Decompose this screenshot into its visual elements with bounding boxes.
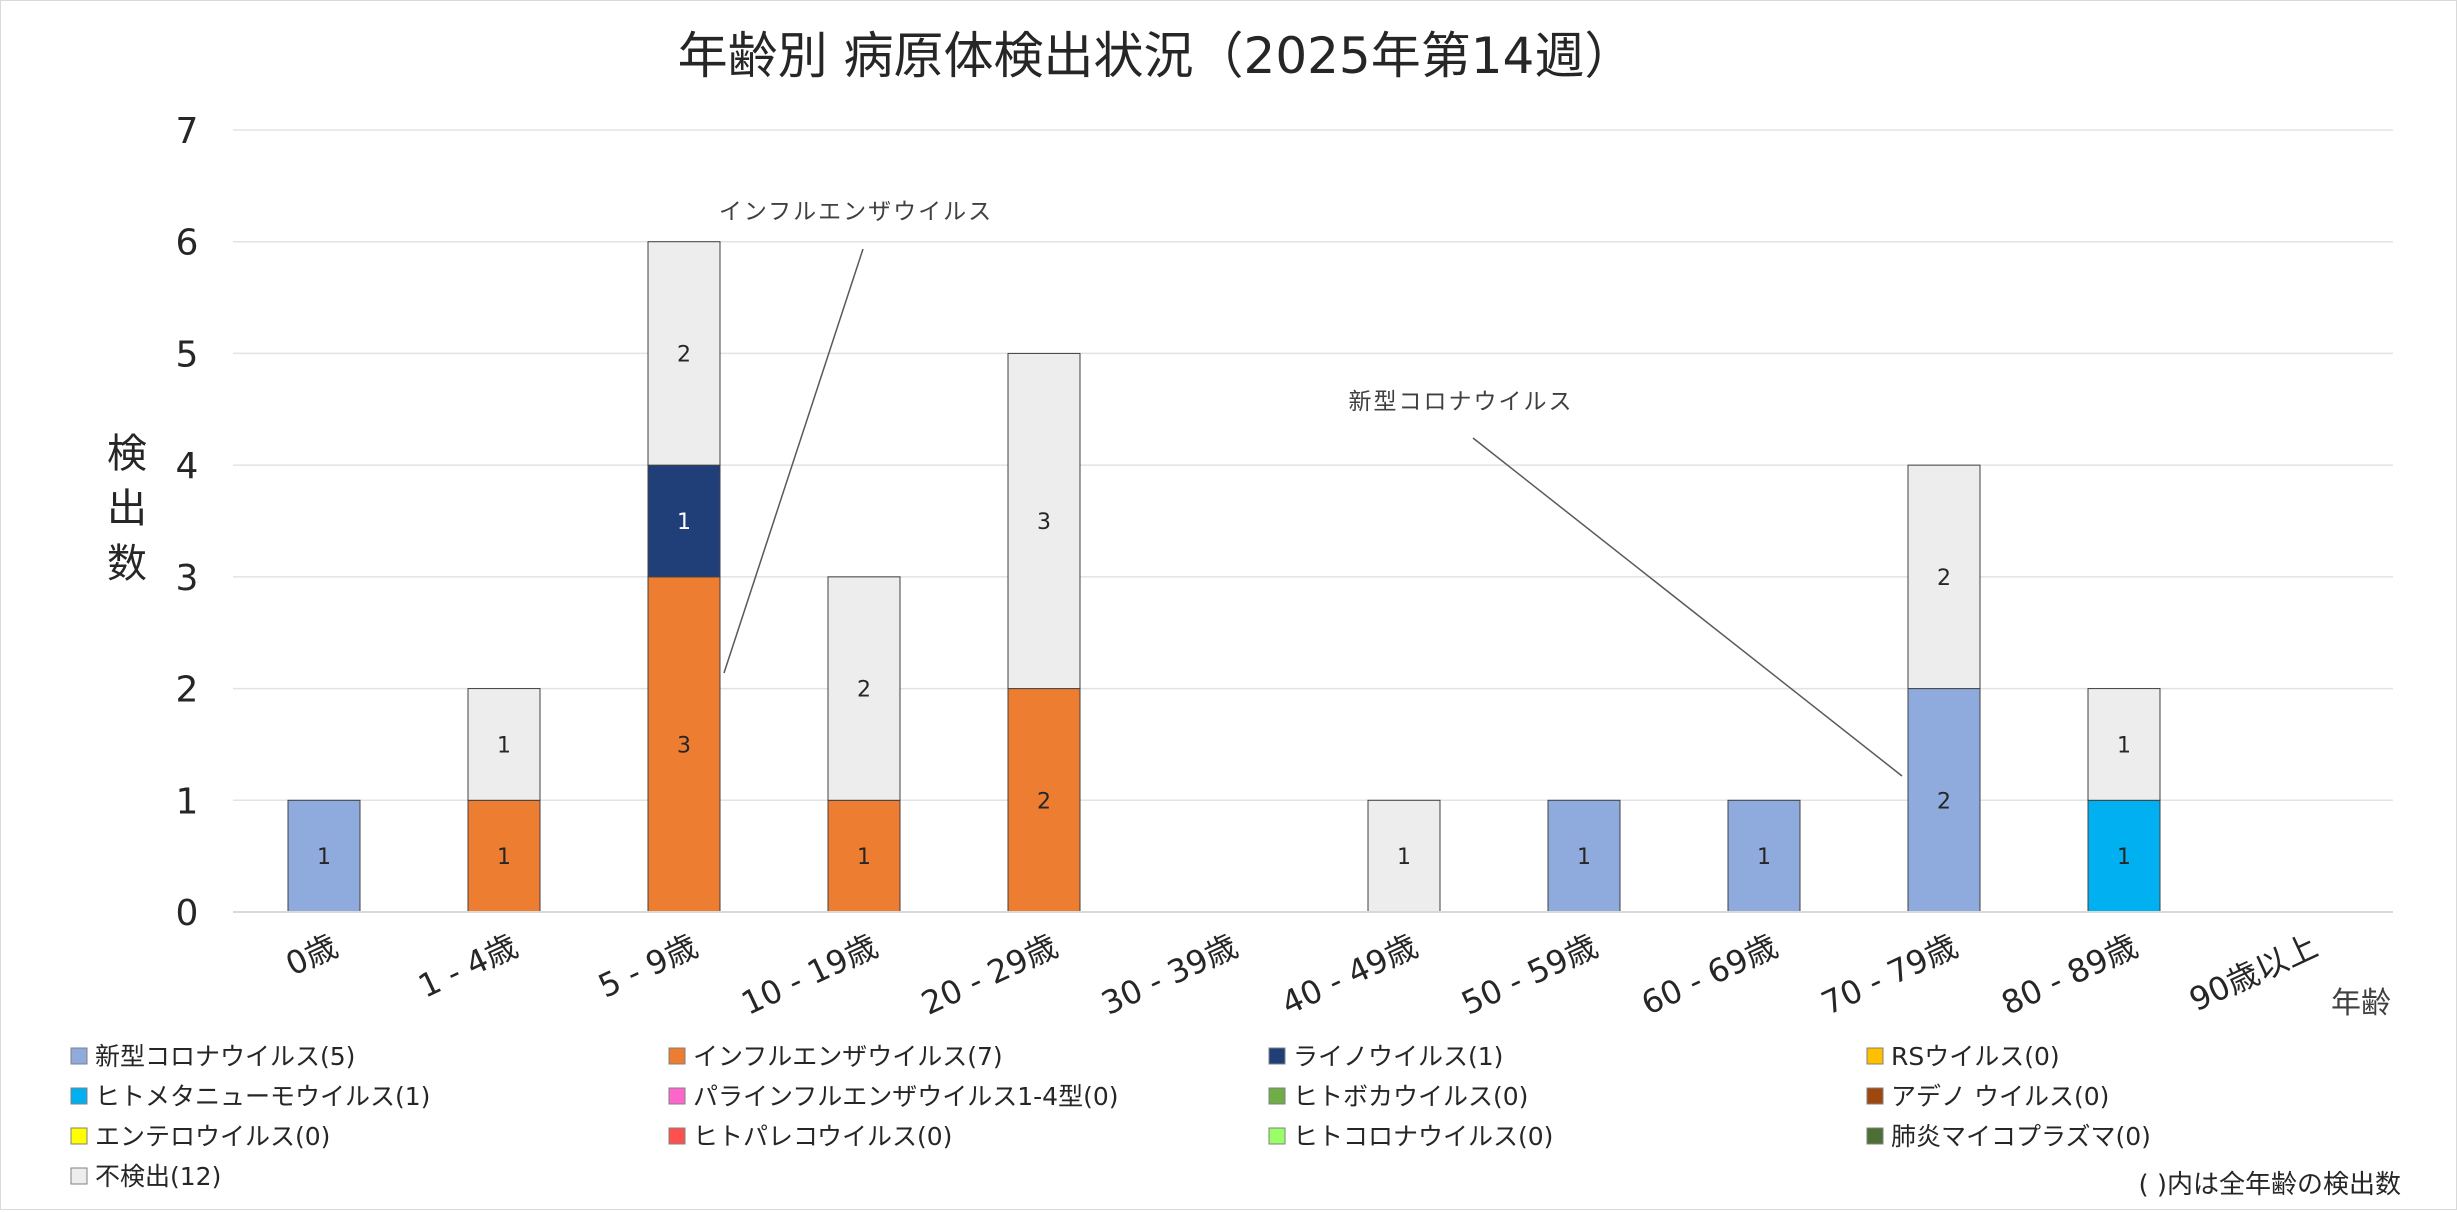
legend-swatch xyxy=(668,1087,686,1105)
data-label: 2 xyxy=(857,678,871,703)
y-tick-label: 7 xyxy=(176,111,199,152)
bar-segment xyxy=(467,799,541,913)
legend-label: 不検出(12) xyxy=(95,1162,221,1191)
bar-segment xyxy=(1907,688,1981,913)
x-tick-label: 70 - 79歳 xyxy=(1816,927,1964,1023)
data-label: 2 xyxy=(677,342,691,367)
legend-label: ライノウイルス(1) xyxy=(1293,1042,1503,1071)
legend-label: 新型コロナウイルス(5) xyxy=(95,1042,355,1071)
legend-swatch xyxy=(1268,1127,1286,1145)
annotation-leader-line xyxy=(723,248,864,674)
legend: 新型コロナウイルス(5) インフルエンザウイルス(7) ライノウイルス(1) RSウイ… xyxy=(70,1042,2151,1191)
data-label: 2 xyxy=(1037,789,1051,814)
bar-segment xyxy=(1007,352,1081,690)
bar-segment xyxy=(827,799,901,913)
legend-swatch xyxy=(70,1127,88,1145)
bar-segment xyxy=(1547,799,1621,913)
x-tick-label: 90歳以上 xyxy=(2183,927,2323,1019)
legend-label: RSウイルス(0) xyxy=(1891,1042,2060,1071)
x-tick-label: 20 - 29歳 xyxy=(916,927,1064,1023)
data-label: 1 xyxy=(497,733,511,758)
legend-label: ヒトメタニューモウイルス(1) xyxy=(95,1082,430,1111)
legend-label: パラインフルエンザウイルス1-4型(0) xyxy=(693,1082,1119,1111)
legend-swatch xyxy=(70,1087,88,1105)
data-label: 1 xyxy=(1757,845,1771,870)
legend-label: アデノ ウイルス(0) xyxy=(1891,1082,2109,1111)
bar-segment xyxy=(827,576,901,801)
y-tick-label: 0 xyxy=(176,893,199,934)
bar-segment xyxy=(1367,799,1441,913)
data-label: 1 xyxy=(2117,845,2131,870)
legend-label: ヒトパレコウイルス(0) xyxy=(693,1122,952,1151)
annotation-label: 新型コロナウイルス xyxy=(1349,389,1574,415)
data-label: 3 xyxy=(677,733,691,758)
bar-segment xyxy=(2087,799,2161,913)
legend-label: インフルエンザウイルス(7) xyxy=(693,1042,1003,1071)
legend-swatch xyxy=(668,1047,686,1065)
legend-swatch xyxy=(668,1127,686,1145)
bar-segment xyxy=(647,576,721,913)
legend-label: ヒトボカウイルス(0) xyxy=(1293,1082,1528,1111)
data-label: 1 xyxy=(2117,733,2131,758)
y-tick-label: 2 xyxy=(176,670,199,711)
bar-labels: 1 1 1 2 1 3 1 2 1 1 1 2 2 3 1 2 1 xyxy=(317,342,2131,870)
y-tick-label: 6 xyxy=(176,223,199,264)
data-label: 3 xyxy=(1037,510,1051,535)
y-tick-label: 1 xyxy=(176,781,199,822)
y-tick-label: 4 xyxy=(176,446,199,487)
y-axis-title-char: 検 xyxy=(107,431,147,477)
x-tick-label: 80 - 89歳 xyxy=(1996,927,2144,1023)
chart-title: 年齢別 病原体検出状況（2025年第14週） xyxy=(678,27,1635,85)
legend-swatch xyxy=(70,1167,88,1185)
y-tick-label: 5 xyxy=(176,334,199,375)
bar-segment xyxy=(2087,688,2161,801)
x-tick-label: 40 - 49歳 xyxy=(1276,927,1424,1023)
legend-label: エンテロウイルス(0) xyxy=(95,1122,330,1151)
data-label: 2 xyxy=(1937,566,1951,591)
data-label: 2 xyxy=(1937,789,1951,814)
legend-swatch xyxy=(1866,1087,1884,1105)
x-axis-title: 年齢 xyxy=(2331,986,2391,1021)
x-tick-label: 5 - 9歳 xyxy=(592,927,703,1006)
legend-swatch xyxy=(70,1047,88,1065)
legend-swatch xyxy=(1268,1087,1286,1105)
bar-segment xyxy=(647,241,721,466)
bars xyxy=(287,241,2161,913)
x-tick-label: 10 - 19歳 xyxy=(736,927,884,1023)
x-tick-label: 50 - 59歳 xyxy=(1456,927,1604,1023)
annotation-leader-line xyxy=(1472,437,1903,777)
data-label: 1 xyxy=(857,845,871,870)
bar-segment xyxy=(1727,799,1801,913)
data-label: 1 xyxy=(1397,845,1411,870)
bar-segment xyxy=(467,688,541,801)
y-axis-title-char: 出 xyxy=(107,486,147,532)
legend-swatch xyxy=(1268,1047,1286,1065)
data-label: 1 xyxy=(497,845,511,870)
bar-segment xyxy=(647,464,721,578)
bar-segment xyxy=(1907,464,1981,690)
x-tick-label: 60 - 69歳 xyxy=(1636,927,1784,1023)
legend-label: ヒトコロナウイルス(0) xyxy=(1293,1122,1553,1151)
y-axis-title-char: 数 xyxy=(107,541,147,587)
annotation-label: インフルエンザウイルス xyxy=(719,199,993,225)
legend-label: 肺炎マイコプラズマ(0) xyxy=(1891,1122,2151,1151)
data-label: 1 xyxy=(677,510,691,535)
data-label: 1 xyxy=(1577,845,1591,870)
data-label: 1 xyxy=(317,845,331,870)
legend-swatch xyxy=(1866,1127,1884,1145)
bar-segment xyxy=(1007,688,1081,913)
y-tick-label: 3 xyxy=(176,558,199,599)
legend-swatch xyxy=(1866,1047,1884,1065)
gridlines xyxy=(233,129,2393,802)
x-tick-label: 0歳 xyxy=(280,927,344,984)
x-tick-label: 1 - 4歳 xyxy=(412,927,523,1006)
x-tick-label: 30 - 39歳 xyxy=(1096,927,1244,1023)
footnote: ( )内は全年齢の検出数 xyxy=(2138,1170,2401,1200)
